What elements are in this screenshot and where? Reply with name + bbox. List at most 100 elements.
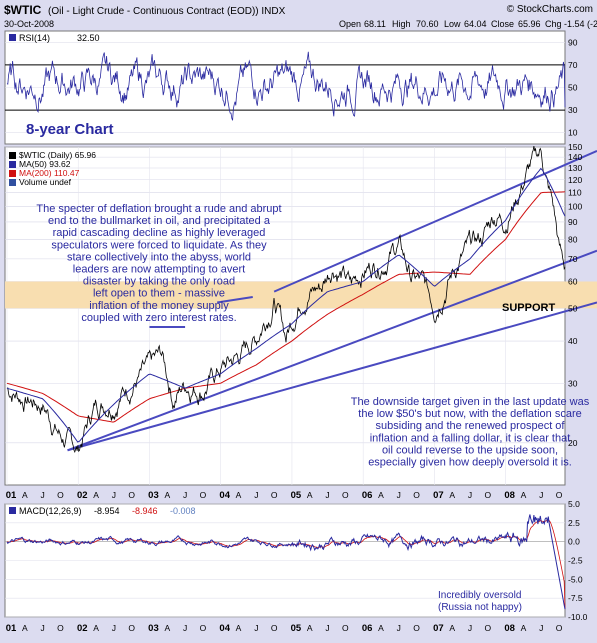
price-tick: 20	[568, 438, 578, 448]
x-tick-label: O	[556, 490, 563, 500]
x-tick-label: J	[40, 490, 44, 500]
x-tick-label: A	[22, 623, 28, 633]
price-tick: 50	[568, 303, 578, 313]
annotation-line: inflation of the money supply	[89, 300, 229, 312]
x-tick-label: J	[112, 490, 116, 500]
x-tick-label: O	[342, 490, 349, 500]
ma50-line	[6, 167, 566, 443]
legend-entry: $WTIC (Daily) 65.96	[19, 150, 96, 160]
macd-value: -8.954	[94, 506, 120, 516]
x-tick-label: 07	[433, 490, 444, 501]
macd-signal-value: -8.946	[132, 506, 158, 516]
annotation-downside-target: The downside target given in the last up…	[351, 396, 590, 469]
x-tick-label: 01	[6, 623, 17, 634]
x-tick-label: A	[236, 490, 242, 500]
legend-entry: Volume undef	[19, 177, 72, 187]
annotation-line: stare collectively into the abyss, world	[67, 251, 251, 263]
price-tick: 140	[568, 152, 582, 162]
high-value: 70.60	[416, 19, 439, 29]
rsi-legend-swatch	[9, 34, 16, 41]
annotation-line: coupled with zero interest rates.	[81, 312, 236, 324]
annotation-line: leaders are now attempting to avert	[73, 264, 245, 276]
high-label: High	[392, 19, 411, 29]
trendline-segment	[216, 295, 253, 304]
price-tick: 60	[568, 277, 578, 287]
x-tick-label: O	[128, 490, 135, 500]
x-tick-label: J	[183, 623, 187, 633]
rsi-tick-labels: 90 70 50 30 10	[568, 37, 578, 137]
support-label: SUPPORT	[502, 302, 555, 314]
macd-line	[6, 514, 566, 610]
x-tick-label: 01	[6, 490, 17, 501]
macd-label: MACD(12,26,9)	[19, 506, 82, 516]
symbol-label: $WTIC	[4, 3, 42, 17]
symbol-description: (Oil - Light Crude - Continuous Contract…	[48, 6, 286, 17]
x-tick-label: A	[521, 623, 527, 633]
x-tick-label: A	[449, 623, 455, 633]
annotation-line: disaster by taking the only road	[83, 276, 235, 288]
legend-swatch	[9, 170, 16, 177]
x-tick-label: J	[112, 623, 116, 633]
ma200-line	[6, 191, 565, 423]
price-tick: 80	[568, 234, 578, 244]
macd-tick: -7.5	[568, 593, 583, 603]
x-tick-label: 07	[433, 623, 444, 634]
legend-swatch	[9, 161, 16, 168]
annotation-line: speculators were forced to liquidate. As…	[51, 239, 267, 251]
rsi-tick: 70	[568, 60, 578, 70]
x-tick-label: 02	[77, 490, 88, 501]
annotation-line: left open to them - massive	[93, 288, 225, 300]
annotation-line: The downside target given in the last up…	[351, 396, 590, 408]
x-tick-label: A	[378, 490, 384, 500]
annotation-line: end to the bullmarket in oil, and precip…	[48, 215, 271, 227]
x-tick-label: J	[539, 490, 543, 500]
macd-gridlines	[5, 503, 565, 618]
x-tick-label: 05	[291, 623, 302, 634]
price-tick: 90	[568, 217, 578, 227]
x-tick-label: 05	[291, 490, 302, 501]
price-tick: 120	[568, 175, 582, 185]
close-label: Close	[491, 19, 514, 29]
x-tick-label: J	[254, 490, 258, 500]
x-tick-label: O	[485, 623, 492, 633]
chart-date: 30-Oct-2008	[4, 19, 54, 29]
x-tick-label: 02	[77, 623, 88, 634]
x-tick-label: A	[93, 490, 99, 500]
support-band	[5, 281, 597, 309]
chart-span-caption: 8-year Chart	[26, 121, 114, 138]
x-axis-band-top	[5, 488, 565, 502]
x-tick-label: O	[128, 623, 135, 633]
x-tick-label: O	[271, 623, 278, 633]
macd-panel: 5.0 2.5 0.0 -2.5 -5.0 -7.5 -10.0 MACD(12,26,9)…	[4, 499, 588, 622]
price-tick: 150	[568, 142, 582, 152]
chg-label: Chg	[545, 19, 562, 29]
annotation-line: The specter of deflation brought a rude …	[36, 203, 281, 215]
x-tick-label: A	[449, 490, 455, 500]
x-tick-label: J	[468, 623, 472, 633]
x-axis-band-bottom	[5, 619, 565, 635]
macd-tick: 2.5	[568, 518, 580, 528]
x-tick-label: 08	[504, 623, 515, 634]
x-tick-label: A	[521, 490, 527, 500]
x-tick-label: O	[200, 623, 207, 633]
x-tick-label: O	[413, 490, 420, 500]
rsi-tick: 90	[568, 37, 578, 47]
stockcharts-brand: © StockCharts.com	[507, 4, 593, 15]
x-tick-label: J	[183, 490, 187, 500]
x-tick-label: J	[397, 623, 401, 633]
x-tick-label: J	[397, 490, 401, 500]
x-tick-label: O	[413, 623, 420, 633]
annotation-line: oil could reverse to the upside soon,	[382, 444, 558, 456]
price-tick: 30	[568, 378, 578, 388]
x-tick-label: 06	[362, 623, 373, 634]
x-tick-label: O	[485, 490, 492, 500]
macd-legend-swatch	[9, 507, 16, 514]
legend-swatch	[9, 152, 16, 159]
annotation-line: subsiding and the renewed prospect of	[376, 420, 566, 432]
x-tick-label: O	[342, 623, 349, 633]
macd-tick: -2.5	[568, 556, 583, 566]
